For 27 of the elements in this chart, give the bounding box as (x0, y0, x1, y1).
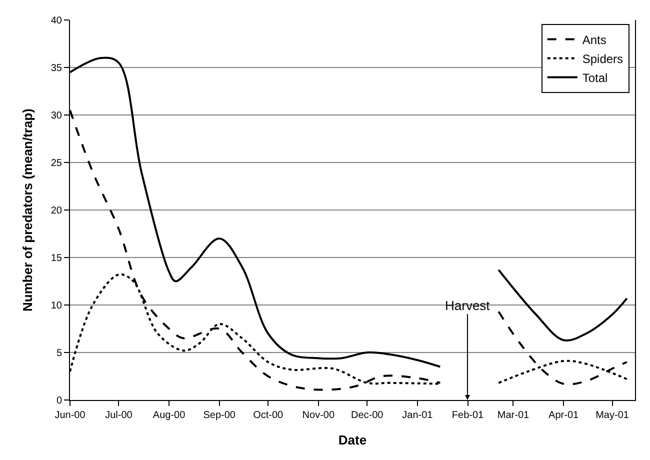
legend-label: Spiders (582, 52, 624, 66)
legend-label: Total (582, 70, 608, 85)
y-axis-title: Number of predators (mean/trap) (20, 108, 35, 312)
y-tick-label: 40 (50, 16, 62, 26)
x-tick-label: Oct-00 (253, 410, 284, 421)
x-tick-label: Jul-00 (105, 410, 133, 421)
annotation: Harvest (445, 298, 490, 313)
y-tick-label: 20 (50, 206, 62, 216)
x-axis-title: Date (338, 432, 367, 448)
x-tick-label: Nov-00 (302, 410, 335, 421)
y-tick-label: 25 (50, 158, 62, 169)
x-tick-label: Dec-00 (350, 410, 384, 421)
x-tick-label: Jun-00 (54, 410, 86, 421)
x-tick-label: Feb-01 (452, 410, 484, 421)
y-tick-label: 10 (50, 300, 62, 312)
y-tick-label: 35 (50, 63, 62, 74)
y-tick-label: 30 (50, 110, 62, 122)
y-tick-label: 15 (50, 253, 62, 264)
x-tick-label: Sep-00 (203, 410, 236, 421)
x-tick-label: Jan-01 (402, 410, 434, 421)
x-tick-label: Apr-01 (548, 410, 580, 421)
x-tick-label: Mar-01 (497, 410, 530, 421)
x-tick-label: May-01 (596, 410, 630, 421)
y-tick-label: 0 (56, 396, 62, 406)
x-tick-label: Aug-00 (152, 410, 186, 421)
y-tick-label: 5 (56, 348, 62, 359)
legend-label: Ants (582, 32, 606, 47)
